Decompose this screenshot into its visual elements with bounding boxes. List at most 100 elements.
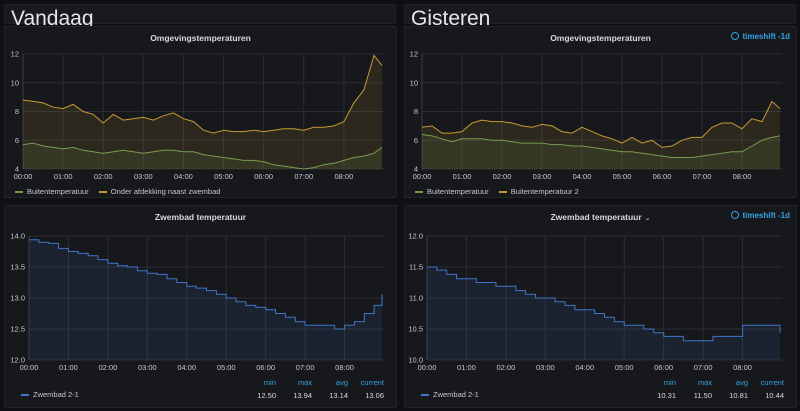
stat-min: 12.50 [257,391,276,400]
stat-header-current[interactable]: current [760,378,784,387]
row-title: Vandaag [11,7,94,30]
legend-item[interactable]: Zwembad 2-1 [421,390,479,399]
x-tick-label: 04:00 [573,172,592,181]
series-swatch [15,191,23,194]
x-tick-label: 03:00 [134,172,153,181]
x-tick-label: 05:00 [217,363,236,372]
stat-max: 13.94 [293,391,312,400]
series-line [421,100,781,148]
series-line [427,266,781,342]
x-tick-label: 03:00 [533,172,552,181]
series-area [23,143,382,169]
series-line [22,142,383,170]
row-gisteren[interactable]: Gisteren [404,4,796,30]
x-tick-label: 03:00 [138,363,157,372]
y-tick-label: 6 [414,136,418,145]
x-tick-label: 07:00 [296,363,315,372]
panel-title[interactable]: Zwembad temperatuur [154,212,247,222]
y-tick-label: 14.0 [10,232,25,241]
clock-icon [731,32,740,40]
y-tick-label: 12.0 [10,356,25,365]
clock-icon [731,211,740,219]
legend: Zwembad 2-1 [21,390,87,399]
y-tick-label: 12.0 [408,232,423,241]
chart-plot[interactable]: 4 6 8 10 12 00:00 01:00 02:00 03:00 04:00 05:00 06:… [5,27,396,197]
y-tick-label: 4 [414,165,418,174]
legend-label: Zwembad 2-1 [433,390,479,399]
timeshift-label: timeshift -1d [742,32,790,41]
x-tick-label: 06:00 [256,363,275,372]
x-tick-label: 01:00 [59,363,78,372]
stat-header-avg[interactable]: avg [735,378,748,387]
y-tick-label: 6 [15,136,19,145]
x-tick-label: 01:00 [457,363,476,372]
y-tick-label: 12 [410,50,418,59]
x-tick-label: 01:00 [54,172,73,181]
panel-title[interactable]: Zwembad temperatuur ⌄ [405,212,796,222]
panel-zwembad-gisteren: Zwembad temperatuur ⌄ timeshift -1d Zwemb… [404,205,797,408]
chart-plot[interactable]: 10.0 10.5 11.0 11.5 12.0 00:00 01:00 02:00 03:00… [405,206,796,407]
stat-header-min[interactable]: min [663,378,676,387]
series-swatch [421,394,429,397]
x-tick-label: 07:00 [693,172,712,181]
row-title: Gisteren [411,7,491,30]
x-tick-label: 05:00 [613,172,632,181]
stat-header-max[interactable]: max [697,378,712,387]
chart-plot[interactable]: 12.0 12.5 13.0 13.5 14.0 00:00 01:00 02:00 03:00… [5,206,396,407]
y-tick-label: 12.5 [10,325,25,334]
x-tick-label: 03:00 [536,363,555,372]
legend-item[interactable]: Buitentemperatuur [415,187,489,196]
stat-avg: 13.14 [329,391,348,400]
series-area [23,55,382,169]
stat-header-max[interactable]: max [297,378,312,387]
legend: Buitentemperatuur Onder afdekking naast … [15,187,228,196]
legend-item[interactable]: Onder afdekking naast zwembad [98,187,220,196]
legend-item[interactable]: Buitentemperatuur [15,187,89,196]
x-tick-label: 02:00 [493,172,512,181]
panel-title-text: Zwembad temperatuur [550,212,642,222]
stat-header-current[interactable]: current [360,378,384,387]
x-tick-label: 08:00 [733,363,752,372]
y-tick-label: 13.5 [10,263,25,272]
y-tick-label: 10 [410,78,418,87]
x-tick-label: 00:00 [20,363,39,372]
x-tick-label: 06:00 [254,172,273,181]
panel-title[interactable]: Omgevingstemperaturen [550,33,651,43]
timeshift-info: timeshift -1d [731,211,790,220]
panel-title[interactable]: Omgevingstemperaturen [150,33,251,43]
legend-item[interactable]: Zwembad 2-1 [21,390,79,399]
x-tick-label: 02:00 [496,363,515,372]
x-tick-label: 07:00 [294,172,313,181]
x-tick-label: 06:00 [653,172,672,181]
x-tick-label: 04:00 [174,172,193,181]
x-tick-label: 04:00 [177,363,196,372]
x-tick-label: 06:00 [654,363,673,372]
stat-max: 11.50 [693,391,712,400]
legend-stats: min max avg current 10.31 11.50 10.81 10.44 [640,378,784,400]
panel-omgeving-gisteren: Omgevingstemperaturen timeshift -1d Buit… [404,26,797,198]
series-line [421,134,781,158]
legend-label: Buitentemperatuur 2 [510,187,579,196]
series-swatch [415,191,423,194]
row-vandaag[interactable]: Vandaag [4,4,396,30]
y-tick-label: 13.0 [10,294,25,303]
x-tick-label: 02:00 [98,363,117,372]
x-tick-label: 05:00 [615,363,634,372]
series-swatch [21,394,29,397]
series-area [29,239,382,360]
y-tick-label: 10.5 [408,325,423,334]
stat-header-avg[interactable]: avg [335,378,348,387]
x-tick-label: 00:00 [418,363,437,372]
chevron-down-icon[interactable]: ⌄ [644,215,651,222]
x-tick-label: 07:00 [694,363,713,372]
chart-plot[interactable]: 4 6 8 10 12 00:00 01:00 02:00 03:00 04:00 05:00 06:… [405,27,796,197]
y-tick-label: 4 [15,165,19,174]
series-area [422,101,780,169]
legend-item[interactable]: Buitentemperatuur 2 [498,187,579,196]
legend-stats: min max avg current 12.50 13.94 13.14 13.06 [240,378,384,400]
y-tick-label: 11.0 [409,294,423,303]
x-tick-label: 04:00 [575,363,594,372]
stat-current: 13.06 [365,391,384,400]
legend-label: Buitentemperatuur [427,187,489,196]
stat-header-min[interactable]: min [263,378,276,387]
